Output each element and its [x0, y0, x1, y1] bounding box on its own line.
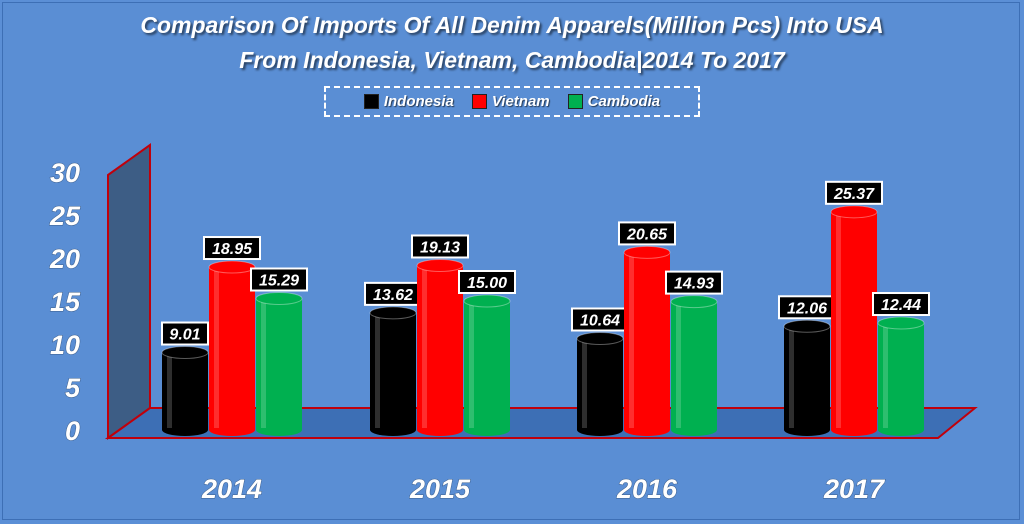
bar-vietnam-2014: [209, 267, 255, 430]
chart-legend: Indonesia Vietnam Cambodia: [324, 86, 700, 117]
bar-base: [370, 424, 416, 436]
legend-label-vietnam: Vietnam: [491, 93, 550, 110]
data-label-box: [665, 270, 723, 295]
bar-cambodia-2014: [256, 298, 302, 430]
y-tick-label: 15: [50, 287, 81, 317]
y-tick-label: 30: [50, 158, 80, 188]
data-label: 19.13: [420, 239, 460, 256]
legend-swatch-cambodia: [567, 94, 583, 109]
bar-top: [830, 205, 878, 219]
legend-item-vietnam: Vietnam: [471, 93, 550, 110]
bar-top: [255, 292, 303, 306]
bar-top: [783, 319, 831, 333]
bar-base: [162, 424, 208, 436]
y-tick-label: 0: [65, 416, 80, 446]
y-tick-label: 25: [49, 201, 81, 231]
x-category-label: 2014: [201, 474, 262, 504]
bar-vietnam-2017: [831, 211, 877, 430]
chart-side-wall: [107, 143, 151, 440]
bar-top: [161, 346, 209, 360]
x-category-label: 2017: [823, 474, 886, 504]
y-tick-label: 20: [49, 244, 80, 274]
bar-top: [416, 258, 464, 272]
bar-base: [577, 424, 623, 436]
bar-highlight: [676, 303, 681, 428]
data-label-box: [250, 267, 308, 292]
bar-top: [576, 331, 624, 345]
bar-indonesia-2015: [370, 312, 416, 430]
bar-top: [208, 260, 256, 274]
bar-indonesia-2016: [577, 338, 623, 430]
data-label: 18.95: [212, 241, 253, 258]
bar-cambodia-2016: [671, 301, 717, 430]
legend-item-cambodia: Cambodia: [567, 93, 661, 110]
data-label: 9.01: [169, 327, 200, 344]
bar-vietnam-2015: [417, 265, 463, 430]
data-label-box: [411, 234, 469, 259]
bar-highlight: [789, 328, 794, 428]
bar-base: [624, 424, 670, 436]
bar-base: [831, 424, 877, 436]
bar-base: [784, 424, 830, 436]
data-label: 12.44: [881, 297, 921, 314]
data-label: 10.64: [580, 312, 620, 329]
bar-highlight: [582, 340, 587, 428]
y-tick-label: 5: [65, 373, 81, 403]
data-label-box: [872, 292, 930, 317]
bar-base: [256, 424, 302, 436]
bar-top: [369, 306, 417, 320]
data-label-box: [618, 221, 676, 246]
bar-vietnam-2016: [624, 252, 670, 430]
chart-title-line-2: From Indonesia, Vietnam, Cambodia|2014 T…: [239, 47, 785, 73]
bar-indonesia-2017: [784, 326, 830, 430]
data-label: 15.29: [259, 273, 299, 290]
bar-highlight: [167, 354, 172, 428]
bar-top: [877, 316, 925, 330]
data-label: 25.37: [833, 186, 875, 203]
data-label: 20.65: [626, 226, 668, 243]
bar-highlight: [214, 269, 219, 428]
bar-top: [623, 245, 671, 259]
y-tick-label: 10: [50, 330, 80, 360]
data-label: 15.00: [467, 275, 507, 292]
chart-floor: [104, 407, 978, 439]
bar-highlight: [836, 213, 841, 428]
bar-cambodia-2017: [878, 323, 924, 430]
chart-title-line-1: Comparison Of Imports Of All Denim Appar…: [140, 12, 884, 38]
bar-highlight: [469, 303, 474, 428]
bar-highlight: [422, 267, 427, 428]
legend-swatch-indonesia: [363, 94, 379, 109]
bar-top: [670, 295, 718, 309]
data-label: 13.62: [373, 287, 413, 304]
legend-label-indonesia: Indonesia: [383, 93, 454, 110]
legend-swatch-vietnam: [471, 94, 487, 109]
bar-highlight: [629, 254, 634, 428]
data-label: 12.06: [787, 300, 827, 317]
bar-top: [463, 294, 511, 308]
bar-indonesia-2014: [162, 352, 208, 430]
legend-item-indonesia: Indonesia: [363, 93, 454, 110]
data-label-box: [203, 236, 261, 261]
bar-highlight: [883, 325, 888, 428]
bar-base: [671, 424, 717, 436]
bar-highlight: [261, 300, 266, 428]
data-label-box: [458, 270, 516, 294]
x-category-label: 2016: [616, 474, 678, 504]
data-label-box: [825, 180, 883, 205]
legend-label-cambodia: Cambodia: [587, 93, 661, 110]
bar-base: [209, 424, 255, 436]
bar-base: [464, 424, 510, 436]
data-label: 14.93: [674, 276, 714, 293]
bar-cambodia-2015: [464, 301, 510, 430]
x-category-label: 2015: [409, 474, 471, 504]
bar-base: [417, 424, 463, 436]
data-label-box: [161, 321, 209, 346]
bar-highlight: [375, 314, 380, 428]
bar-base: [878, 424, 924, 436]
